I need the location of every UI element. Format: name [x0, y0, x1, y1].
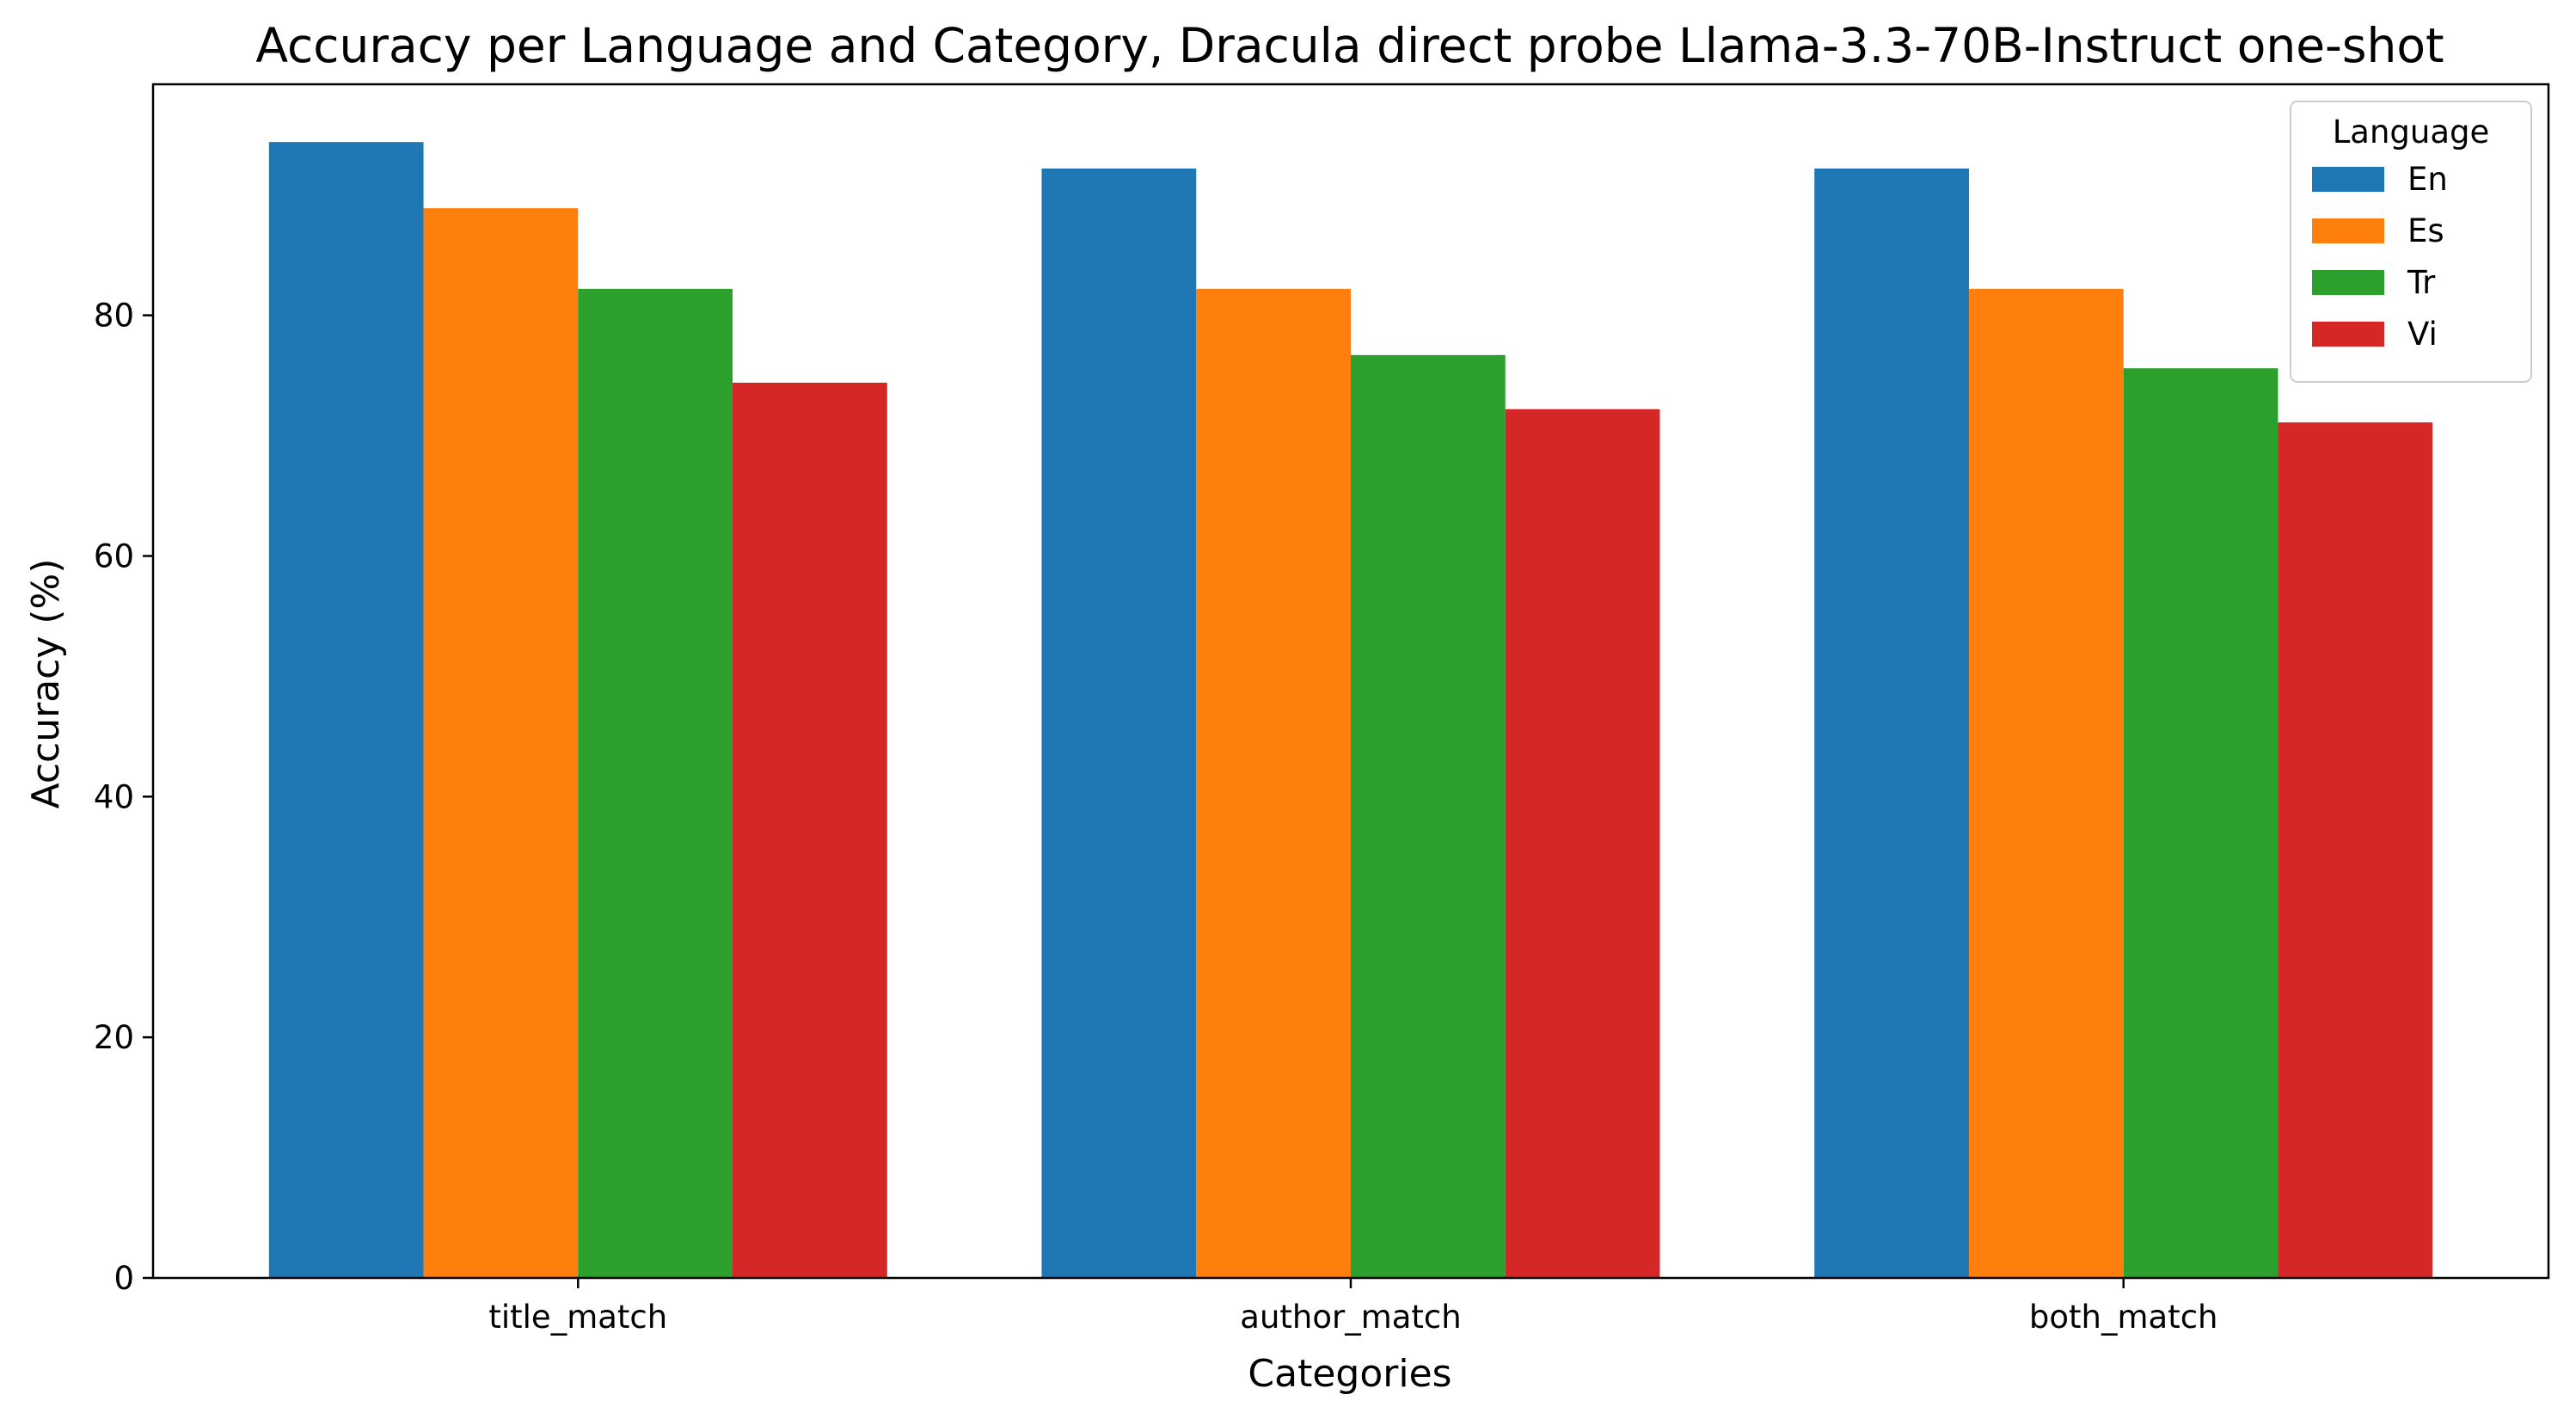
y-ticks: 0 20 40 60 80: [94, 298, 153, 1297]
bar-vi-both-match: [2278, 422, 2433, 1278]
bar-en-both-match: [1814, 168, 1969, 1279]
bar-es-both-match: [1968, 288, 2124, 1278]
legend-swatch-es: [2312, 218, 2384, 243]
bars-group: [268, 142, 2433, 1279]
legend-swatch-vi: [2312, 322, 2384, 347]
x-ticks: title_match author_match both_match: [488, 1278, 2218, 1336]
bar-vi-author-match: [1505, 408, 1660, 1278]
x-tick-label: both_match: [2029, 1299, 2218, 1336]
legend-label-es: Es: [2407, 212, 2444, 249]
chart-title: Accuracy per Language and Category, Drac…: [255, 18, 2444, 73]
legend-swatch-tr: [2312, 270, 2384, 295]
bar-tr-both-match: [2123, 368, 2279, 1279]
x-tick-label: title_match: [488, 1299, 667, 1336]
bar-vi-title-match: [733, 383, 887, 1278]
legend-label-tr: Tr: [2407, 264, 2436, 301]
y-tick-label: 80: [94, 298, 134, 335]
bar-tr-author-match: [1351, 354, 1506, 1278]
legend-label-en: En: [2407, 161, 2448, 198]
legend: Language En Es Tr Vi: [2290, 101, 2532, 383]
y-axis-label: Accuracy (%): [24, 558, 68, 808]
bar-tr-title-match: [578, 288, 733, 1278]
x-tick-label: author_match: [1240, 1299, 1461, 1336]
bar-es-title-match: [423, 208, 579, 1278]
bar-es-author-match: [1196, 288, 1351, 1278]
x-axis-label: Categories: [1248, 1352, 1451, 1396]
y-tick-label: 0: [113, 1260, 134, 1297]
bar-en-author-match: [1041, 168, 1197, 1279]
y-tick-label: 60: [94, 538, 134, 574]
bar-en-title-match: [268, 142, 424, 1278]
legend-title: Language: [2333, 114, 2490, 150]
y-tick-label: 40: [94, 778, 134, 815]
legend-label-vi: Vi: [2407, 316, 2438, 353]
legend-swatch-en: [2312, 167, 2384, 192]
y-tick-label: 20: [94, 1019, 134, 1056]
